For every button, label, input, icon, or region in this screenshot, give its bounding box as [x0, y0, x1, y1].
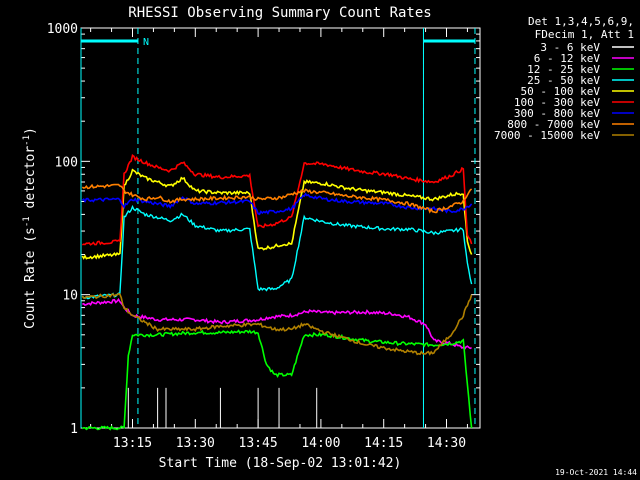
series-800-7000-kev-line: [81, 183, 473, 214]
series-12-25-kev-line: [81, 329, 473, 431]
legend: Det 1,3,4,5,6,9, FDecim 1, Att 1 3 - 6 k…: [494, 15, 634, 142]
legend-label-12-25-kev: 12 - 25 keV: [527, 63, 600, 76]
night-marker-label: N: [143, 37, 149, 48]
legend-label-6-12-kev: 6 - 12 keV: [534, 52, 601, 65]
legend-label-800-7000-kev: 800 - 7000 keV: [507, 118, 600, 131]
y-tick-label: 100: [55, 155, 78, 170]
plot-frame: [80, 27, 481, 429]
x-tick-label: 13:45: [239, 436, 278, 451]
legend-label-7000-15000-kev: 7000 - 15000 keV: [494, 129, 600, 142]
legend-label-100-300-kev: 100 - 300 keV: [514, 96, 600, 109]
series-6-12-kev-line: [82, 297, 472, 351]
y-tick-label: 1: [70, 422, 78, 437]
attenuator-markers: N: [80, 28, 476, 428]
series-300-800-kev-line: [81, 192, 473, 216]
legend-header-line-2: FDecim 1, Att 1: [535, 28, 634, 41]
series-50-100-kev-line: [81, 168, 473, 260]
series-25-50-kev-line: [81, 204, 473, 300]
x-tick-label: 14:30: [427, 436, 466, 451]
series-group: [81, 153, 473, 431]
y-tick-label: 1000: [47, 22, 78, 37]
x-tick-label: 13:30: [176, 436, 215, 451]
x-axis: 13:15 13:30 13:45 14:00 14:15 14:30: [90, 28, 468, 451]
y-axis-label: Count Rate (s-1 detector-1): [22, 127, 38, 329]
legend-label-300-800-kev: 300 - 800 keV: [514, 107, 600, 120]
chart-title: RHESSI Observing Summary Count Rates: [128, 5, 431, 21]
x-tick-label: 13:15: [113, 436, 152, 451]
legend-label-3-6-kev: 3 - 6 keV: [540, 41, 600, 54]
y-axis: 1 10 100 1000: [47, 22, 480, 437]
series-100-300-kev-line: [81, 153, 473, 246]
x-tick-label: 14:00: [301, 436, 340, 451]
x-axis-label: Start Time (18-Sep-02 13:01:42): [159, 456, 402, 471]
legend-label-25-50-kev: 25 - 50 keV: [527, 74, 600, 87]
x-tick-label: 14:15: [364, 436, 403, 451]
y-tick-label: 10: [62, 289, 78, 304]
legend-label-50-100-kev: 50 - 100 keV: [521, 85, 601, 98]
series-7000-15000-kev-line: [81, 292, 473, 356]
legend-header-line-1: Det 1,3,4,5,6,9,: [528, 15, 634, 28]
footer-date: 19-Oct-2021 14:44: [555, 468, 637, 477]
